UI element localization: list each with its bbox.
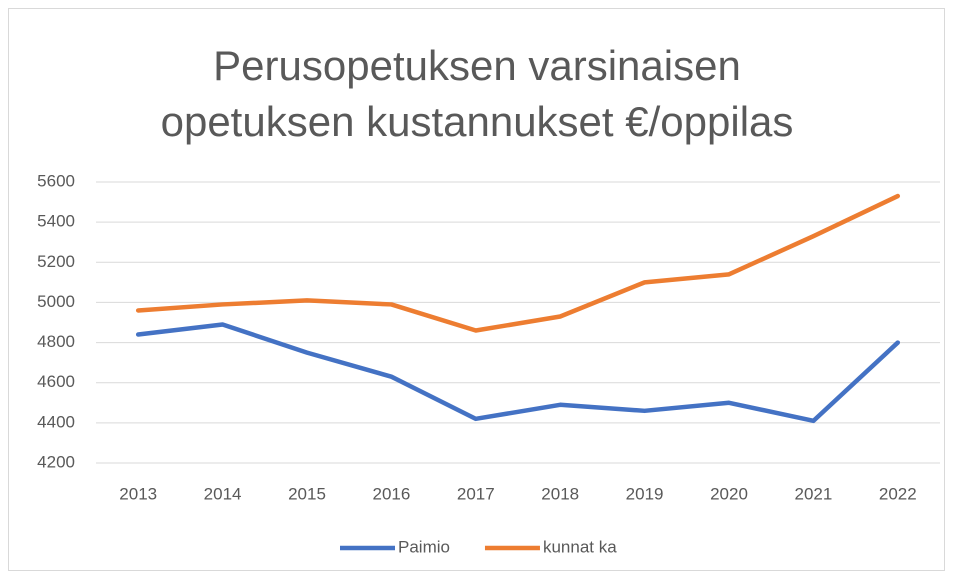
- y-tick-label: 5000: [37, 292, 75, 311]
- x-tick-label: 2014: [204, 484, 242, 503]
- x-tick-label: 2016: [372, 484, 410, 503]
- chart-frame: [8, 8, 945, 571]
- line-series: [135, 193, 901, 333]
- x-tick-label: 2017: [457, 484, 495, 503]
- y-tick-label: 5600: [37, 171, 75, 190]
- x-tick-label: 2018: [541, 484, 579, 503]
- y-tick-label: 5400: [37, 212, 75, 231]
- x-tick-label: 2021: [794, 484, 832, 503]
- y-tick-label: 4400: [37, 412, 75, 431]
- x-tick-label: 2020: [710, 484, 748, 503]
- x-tick-label: 2015: [288, 484, 326, 503]
- y-tick-label: 4800: [37, 332, 75, 351]
- legend-label: Paimio: [398, 537, 450, 556]
- legend-label: kunnat ka: [543, 537, 617, 556]
- line-series: [135, 322, 901, 424]
- x-tick-label: 2013: [119, 484, 157, 503]
- y-tick-label: 4200: [37, 452, 75, 471]
- y-tick-label: 4600: [37, 372, 75, 391]
- x-tick-label: 2022: [879, 484, 917, 503]
- chart-title: Perusopetuksen varsinaisen opetuksen kus…: [160, 42, 794, 145]
- y-tick-label: 5200: [37, 252, 75, 271]
- x-tick-label: 2019: [626, 484, 664, 503]
